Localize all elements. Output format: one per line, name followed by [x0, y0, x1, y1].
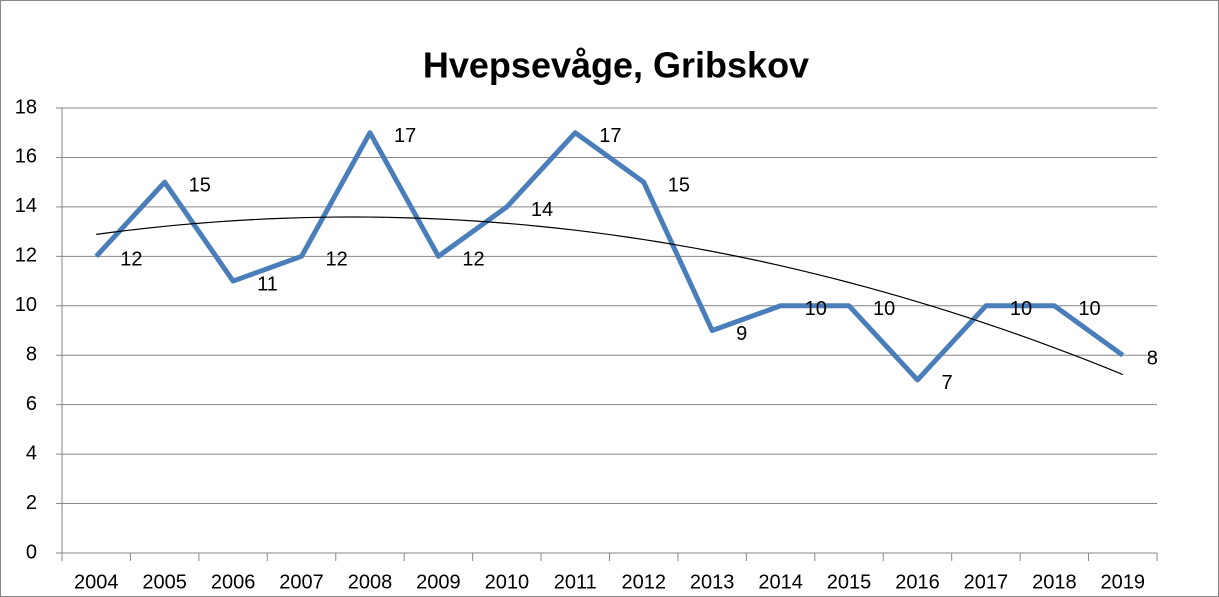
x-tick-label: 2014: [758, 571, 803, 593]
x-tick-label: 2012: [621, 571, 666, 593]
data-label: 12: [462, 249, 484, 271]
y-tick-label: 16: [15, 146, 37, 168]
x-tick-label: 2016: [895, 571, 940, 593]
x-tick-label: 2007: [279, 571, 324, 593]
y-tick-label: 4: [26, 442, 37, 464]
x-tick-label: 2015: [827, 571, 872, 593]
y-tick-label: 10: [15, 294, 37, 316]
y-tick-label: 6: [26, 393, 37, 415]
data-label: 10: [1010, 298, 1032, 320]
x-tick-label: 2004: [74, 571, 119, 593]
data-label: 10: [805, 298, 827, 320]
data-label: 7: [941, 372, 952, 394]
data-label: 12: [120, 249, 142, 271]
data-label: 11: [257, 273, 278, 295]
data-label: 17: [394, 125, 416, 147]
trendline: [96, 216, 1124, 376]
x-tick-label: 2006: [211, 571, 256, 593]
y-tick-label: 14: [15, 195, 37, 217]
chart-title: Hvepsevåge, Gribskov: [423, 45, 809, 86]
data-label: 17: [599, 125, 621, 147]
y-tick-label: 18: [15, 96, 37, 118]
y-tick-label: 12: [15, 245, 37, 267]
y-tick-label: 2: [26, 492, 37, 514]
data-label: 15: [668, 174, 690, 196]
x-tick-label: 2008: [348, 571, 393, 593]
data-label: 8: [1147, 348, 1158, 370]
data-label: 14: [531, 199, 553, 221]
x-tick-label: 2013: [690, 571, 735, 593]
data-line: [94, 130, 1125, 383]
x-tick-label: 2017: [964, 571, 1009, 593]
x-tick-label: 2010: [485, 571, 530, 593]
x-tick-label: 2009: [416, 571, 461, 593]
y-tick-label: 0: [26, 541, 37, 563]
data-label: 15: [189, 174, 211, 196]
x-tick-label: 2019: [1101, 571, 1146, 593]
x-tick-label: 2011: [554, 571, 597, 593]
data-label: 10: [1078, 298, 1100, 320]
data-label: 12: [326, 249, 348, 271]
data-label: 10: [873, 298, 895, 320]
y-tick-label: 8: [26, 344, 37, 366]
data-label: 9: [736, 323, 747, 345]
x-tick-label: 2005: [142, 571, 187, 593]
x-tick-label: 2018: [1032, 571, 1077, 593]
